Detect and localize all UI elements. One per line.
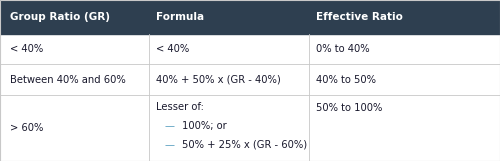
Text: Effective Ratio: Effective Ratio bbox=[316, 12, 403, 22]
Text: —: — bbox=[165, 121, 175, 131]
Text: Formula: Formula bbox=[156, 12, 204, 22]
Text: 0% to 40%: 0% to 40% bbox=[316, 44, 370, 54]
Bar bbox=[0, 34, 500, 64]
Text: Lesser of:: Lesser of: bbox=[156, 102, 204, 112]
Text: < 40%: < 40% bbox=[156, 44, 189, 54]
Bar bbox=[0, 64, 500, 95]
Text: Group Ratio (GR): Group Ratio (GR) bbox=[10, 12, 110, 22]
Text: 40% + 50% x (GR - 40%): 40% + 50% x (GR - 40%) bbox=[156, 75, 281, 85]
Text: 50% + 25% x (GR - 60%): 50% + 25% x (GR - 60%) bbox=[182, 140, 308, 150]
Text: Between 40% and 60%: Between 40% and 60% bbox=[10, 75, 126, 85]
Text: < 40%: < 40% bbox=[10, 44, 43, 54]
Bar bbox=[0, 0, 500, 34]
Text: > 60%: > 60% bbox=[10, 123, 43, 133]
Text: 100%; or: 100%; or bbox=[182, 121, 227, 131]
Text: —: — bbox=[165, 140, 175, 150]
Text: 50% to 100%: 50% to 100% bbox=[316, 103, 382, 113]
Bar bbox=[0, 95, 500, 161]
Text: 40% to 50%: 40% to 50% bbox=[316, 75, 376, 85]
